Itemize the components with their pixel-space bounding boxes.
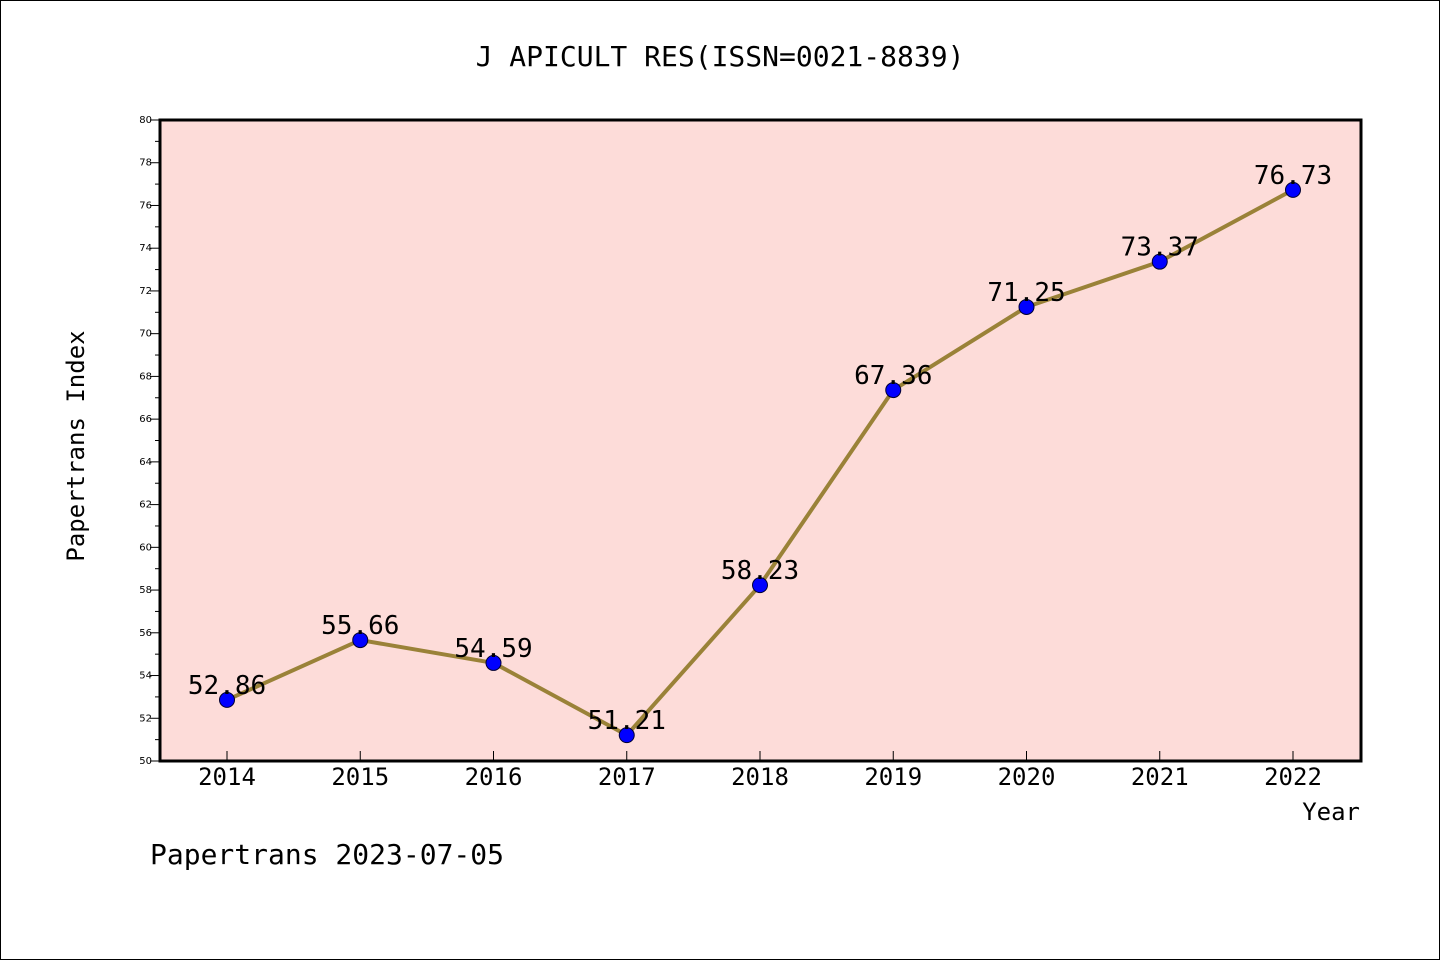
y-tick-label: 60 <box>139 542 152 553</box>
data-label: 54.59 <box>454 634 532 664</box>
data-label: 76.73 <box>1254 161 1332 191</box>
x-tick-label: 2021 <box>1131 763 1189 791</box>
y-tick-label: 74 <box>139 243 152 254</box>
footer-credit: Papertrans 2023-07-05 <box>150 838 504 871</box>
series-group: 52.86 55.66 54.59 51.21 58.23 67.36 71.25 73.37… <box>188 161 1332 744</box>
y-tick-label: 64 <box>139 457 152 468</box>
data-label: 51.21 <box>588 706 666 736</box>
data-label: 71.25 <box>987 278 1065 308</box>
x-tick-label: 2022 <box>1264 763 1322 791</box>
y-axis-label: Papertrans Index <box>62 330 90 561</box>
x-tick-label: 2018 <box>731 763 789 791</box>
chart-title: J APICULT RES(ISSN=0021-8839) <box>476 40 965 73</box>
x-tick-label: 2020 <box>998 763 1056 791</box>
data-point <box>219 691 235 708</box>
data-label: 58.23 <box>721 556 799 586</box>
x-tick-label: 2014 <box>198 763 256 791</box>
x-axis: 2014 2015 2016 2017 2018 2019 2020 2021 2022 <box>198 751 1322 791</box>
x-tick-label: 2019 <box>864 763 922 791</box>
y-axis: 50 52 54 56 58 60 62 64 66 68 70 72 74 76 78 80 <box>139 115 160 767</box>
data-point <box>485 654 502 671</box>
x-tick-label: 2016 <box>465 763 523 791</box>
data-point <box>885 382 902 399</box>
x-tick-label: 2017 <box>598 763 656 791</box>
y-tick-label: 52 <box>139 713 152 724</box>
y-tick-label: 78 <box>139 158 152 169</box>
data-label: 73.37 <box>1121 233 1199 263</box>
y-tick-label: 50 <box>139 756 152 767</box>
data-label: 55.66 <box>321 611 399 641</box>
y-tick-label: 80 <box>139 115 152 126</box>
data-label: 52.86 <box>188 671 266 701</box>
data-point <box>1151 253 1168 270</box>
y-tick-label: 56 <box>139 628 152 639</box>
data-point <box>1018 298 1035 315</box>
y-tick-label: 68 <box>139 371 152 382</box>
data-label: 67.36 <box>854 361 932 391</box>
y-tick-label: 72 <box>139 286 152 297</box>
y-tick-label: 66 <box>139 414 152 425</box>
data-point <box>752 577 768 594</box>
x-axis-label: Year <box>1302 798 1360 826</box>
x-tick-label: 2015 <box>331 763 389 791</box>
data-point <box>352 632 369 649</box>
plot-area <box>158 118 1363 763</box>
y-tick-label: 54 <box>139 671 152 682</box>
y-tick-label: 58 <box>139 585 152 596</box>
data-point <box>1285 181 1301 198</box>
y-tick-label: 70 <box>139 329 152 340</box>
data-point <box>618 727 635 744</box>
y-tick-label: 76 <box>139 200 152 211</box>
y-tick-label: 62 <box>139 500 152 511</box>
